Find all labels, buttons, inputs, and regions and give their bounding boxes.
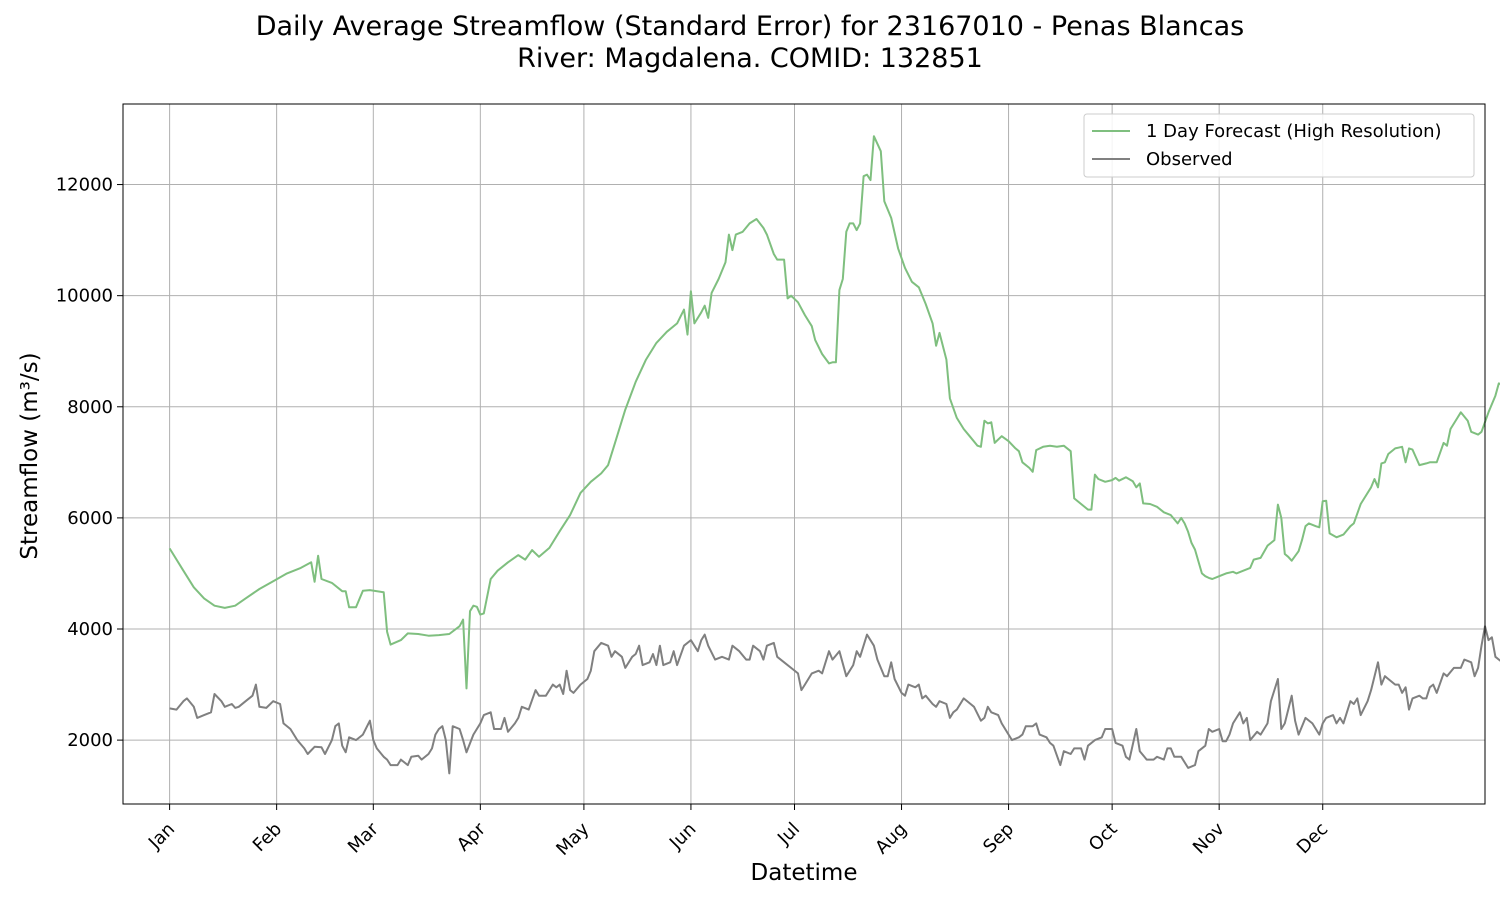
grid-layer	[123, 104, 1485, 804]
x-tick-label: Nov	[1189, 818, 1229, 858]
plot-frame	[122, 103, 1486, 805]
x-tick-label: Oct	[1085, 819, 1122, 856]
x-tick-label: Aug	[871, 819, 911, 859]
x-axis-label: Datetime	[751, 860, 858, 886]
y-tick-label: 10000	[56, 286, 113, 307]
y-tick-label: 8000	[67, 397, 113, 418]
y-tick-label: 12000	[56, 175, 113, 196]
legend-label-observed: Observed	[1146, 149, 1233, 170]
x-tick-label: Jul	[773, 819, 804, 850]
legend: 1 Day Forecast (High Resolution) Observed	[1083, 113, 1475, 178]
x-tick-label: Jun	[665, 819, 700, 854]
y-tick-label: 2000	[67, 730, 113, 751]
x-tick-label: Mar	[344, 818, 383, 857]
legend-label-forecast: 1 Day Forecast (High Resolution)	[1146, 121, 1442, 142]
observed-series-line	[169, 625, 1500, 775]
y-axis-label: Streamflow (m³/s)	[17, 352, 43, 559]
axis-layer: Jan Feb Mar Apr May Jun Jul Aug Sep Oct Nov Dec 2000…	[56, 175, 1333, 860]
chart-title-line-1: Daily Average Streamflow (Standard Error…	[255, 11, 1245, 42]
x-tick-label: May	[552, 818, 593, 859]
legend-box	[1083, 113, 1475, 178]
x-tick-label: Apr	[453, 818, 490, 855]
x-tick-label: Sep	[979, 819, 1018, 858]
x-tick-label: Feb	[249, 819, 286, 856]
forecast-series-line	[168, 135, 1500, 690]
x-tick-label: Dec	[1293, 819, 1332, 858]
chart-title-line-2: River: Magdalena. COMID: 132851	[517, 43, 983, 74]
x-tick-label: Jan	[144, 819, 179, 854]
series-layer	[168, 135, 1500, 775]
y-tick-label: 4000	[67, 619, 113, 640]
y-tick-label: 6000	[67, 508, 113, 529]
